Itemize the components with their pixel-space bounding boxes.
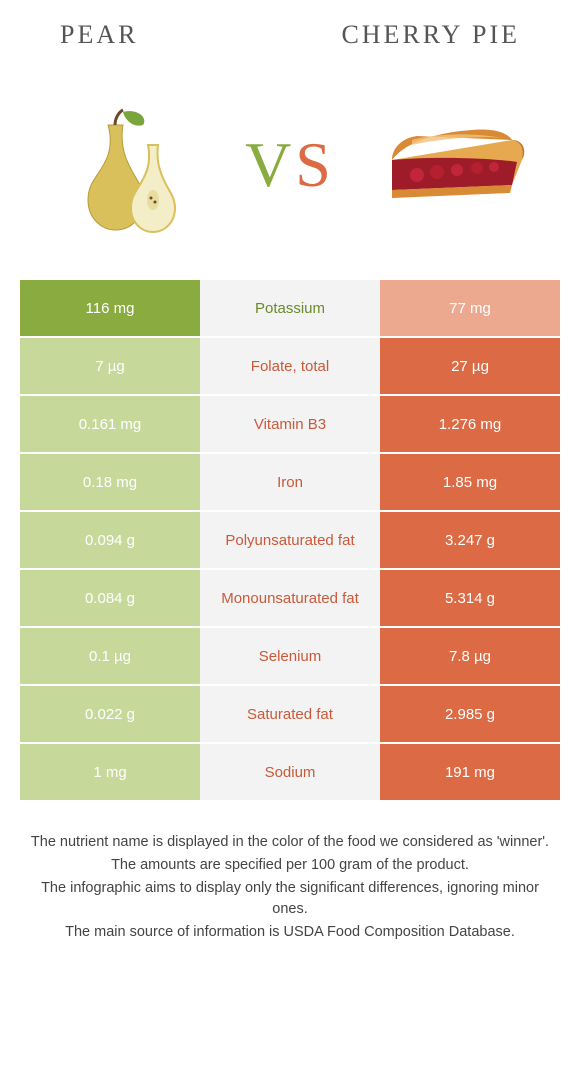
nutrient-name: Iron (200, 454, 380, 510)
right-title: Cherry Pie (341, 20, 520, 50)
table-row: 0.084 gMonounsaturated fat5.314 g (20, 570, 560, 626)
pear-image (48, 85, 208, 245)
table-row: 0.18 mgIron1.85 mg (20, 454, 560, 510)
footer-line: The main source of information is USDA F… (30, 922, 550, 943)
right-value: 1.85 mg (380, 454, 560, 510)
header: Pear Cherry Pie (0, 0, 580, 60)
left-value: 116 mg (20, 280, 200, 336)
nutrient-name: Vitamin B3 (200, 396, 380, 452)
table-row: 0.022 gSaturated fat2.985 g (20, 686, 560, 742)
table-row: 116 mgPotassium77 mg (20, 280, 560, 336)
nutrient-name: Sodium (200, 744, 380, 800)
nutrient-name: Polyunsaturated fat (200, 512, 380, 568)
vs-label: VS (245, 128, 335, 202)
left-value: 0.18 mg (20, 454, 200, 510)
left-value: 7 µg (20, 338, 200, 394)
left-value: 0.1 µg (20, 628, 200, 684)
left-value: 0.084 g (20, 570, 200, 626)
table-row: 0.161 mgVitamin B31.276 mg (20, 396, 560, 452)
right-value: 7.8 µg (380, 628, 560, 684)
table-row: 0.094 gPolyunsaturated fat3.247 g (20, 512, 560, 568)
hero: VS (0, 60, 580, 280)
cherry-pie-image (372, 85, 532, 245)
left-value: 0.094 g (20, 512, 200, 568)
table-row: 1 mgSodium191 mg (20, 744, 560, 800)
footer-line: The amounts are specified per 100 gram o… (30, 855, 550, 876)
table-row: 0.1 µgSelenium7.8 µg (20, 628, 560, 684)
table-row: 7 µgFolate, total27 µg (20, 338, 560, 394)
footer-line: The infographic aims to display only the… (30, 878, 550, 920)
right-value: 5.314 g (380, 570, 560, 626)
right-value: 1.276 mg (380, 396, 560, 452)
nutrient-name: Monounsaturated fat (200, 570, 380, 626)
nutrient-name: Folate, total (200, 338, 380, 394)
left-value: 0.161 mg (20, 396, 200, 452)
right-value: 2.985 g (380, 686, 560, 742)
footer-notes: The nutrient name is displayed in the co… (0, 802, 580, 943)
vs-v: V (245, 129, 295, 200)
nutrient-name: Saturated fat (200, 686, 380, 742)
right-value: 77 mg (380, 280, 560, 336)
right-value: 191 mg (380, 744, 560, 800)
nutrient-name: Selenium (200, 628, 380, 684)
right-value: 27 µg (380, 338, 560, 394)
left-title: Pear (60, 20, 138, 50)
comparison-table: 116 mgPotassium77 mg7 µgFolate, total27 … (0, 280, 580, 800)
left-value: 1 mg (20, 744, 200, 800)
right-value: 3.247 g (380, 512, 560, 568)
footer-line: The nutrient name is displayed in the co… (30, 832, 550, 853)
left-value: 0.022 g (20, 686, 200, 742)
vs-s: S (295, 129, 335, 200)
nutrient-name: Potassium (200, 280, 380, 336)
